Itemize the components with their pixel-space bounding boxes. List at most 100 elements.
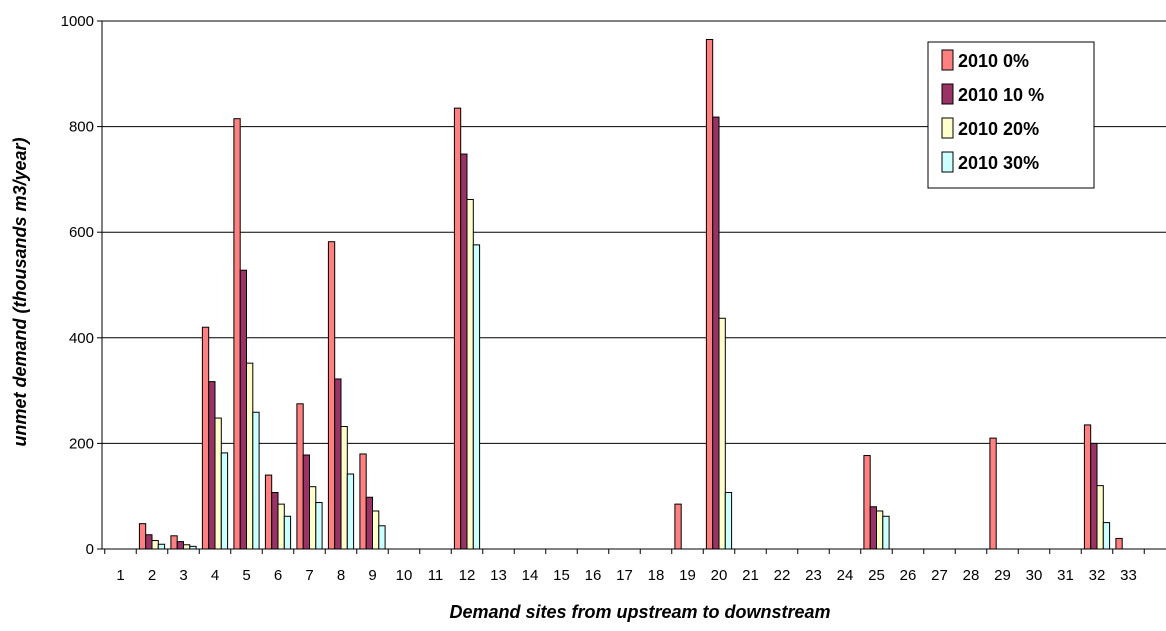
bar [233,118,241,550]
bar [214,417,222,550]
bar [296,403,304,550]
x-tick-label: 14 [522,567,539,584]
x-tick-label: 10 [396,567,413,584]
bar [876,510,884,550]
y-tick-label: 400 [69,330,94,347]
legend-label: 2010 20% [958,119,1039,139]
bar [327,241,336,550]
x-tick-label: 3 [179,567,187,584]
y-axis-title: unmet demand (thousands m3/year) [10,137,30,446]
x-tick-label: 15 [553,567,570,584]
x-tick-label: 8 [337,567,345,584]
x-tick-label: 29 [994,567,1011,584]
bar [674,503,682,550]
x-tick-label: 31 [1057,567,1074,584]
bar [453,107,462,550]
bar [1090,442,1098,550]
x-tick-labels: 1 2 3 4 5 6 7 8 9 10 11 12 13 14 15 16 17 18 19 20 21 22 23 24 2… [116,567,1137,584]
x-tick-label: 13 [490,567,507,584]
bar [1115,537,1123,550]
bar [145,534,153,550]
legend: 2010 0% 2010 10 % 2010 20% 2010 30% [927,41,1095,189]
bar [138,523,147,550]
x-tick-label: 21 [742,567,759,584]
bar [1083,424,1092,550]
bar [151,540,159,550]
bar [201,326,210,550]
x-tick-label: 22 [774,567,791,584]
x-tick-label: 20 [711,567,728,584]
gridlines [97,20,1166,550]
legend-swatch [941,83,954,105]
bar [252,411,260,550]
bar [170,535,178,550]
legend-items: 2010 0% 2010 10 % 2010 20% 2010 30% [941,49,1044,173]
bar [277,503,285,550]
x-tick-label: 6 [274,567,282,584]
y-tick-label: 200 [69,435,94,452]
x-tick-label: 16 [585,567,602,584]
legend-box [927,41,1095,189]
x-tick-label: 30 [1026,567,1043,584]
legend-swatch [941,151,954,173]
y-tick-label: 0 [86,541,94,558]
x-tick-label: 5 [242,567,250,584]
x-tick-label: 33 [1120,567,1137,584]
bar [472,244,481,550]
bar [705,38,714,550]
x-axis-title: Demand sites from upstream to downstream [449,602,830,622]
x-tick-label: 32 [1089,567,1106,584]
x-tick-label: 25 [868,567,885,584]
bar [239,269,247,550]
bar [712,116,720,550]
bar [460,153,468,550]
bar [365,496,374,550]
bar [315,502,323,550]
x-tick-label: 28 [963,567,980,584]
legend-label: 2010 30% [958,153,1039,173]
bar [334,378,342,550]
x-tick-label: 9 [368,567,376,584]
bar [246,362,254,550]
bar [466,198,474,550]
bar [302,454,311,550]
bar [718,317,726,550]
bar [359,453,367,550]
bar [372,510,380,550]
y-tick-label: 800 [69,119,94,136]
bar [1102,522,1111,550]
x-tick-label: 26 [900,567,917,584]
x-tick-label: 1 [116,567,124,584]
legend-label: 2010 0% [958,51,1029,71]
x-tick-label: 7 [305,567,313,584]
x-tick-label: 17 [616,567,633,584]
bar [271,492,279,550]
x-tick-label: 24 [837,567,854,584]
bar [220,452,229,550]
bars [138,38,1123,550]
bar [724,492,733,550]
bar [346,473,355,550]
bar [208,381,216,550]
bar [1096,485,1104,550]
bar [309,486,317,550]
x-tick-label: 18 [648,567,665,584]
bar [264,474,273,550]
bar [882,515,890,550]
bar [340,426,348,550]
bar [183,544,191,550]
bar [283,515,292,550]
legend-label: 2010 10 % [958,85,1044,105]
x-tick-label: 4 [211,567,219,584]
bar [989,437,997,550]
y-tick-label: 1000 [61,13,94,30]
x-tick-label: 23 [805,567,822,584]
bar [869,506,878,550]
bar [378,525,386,550]
x-tick-label: 12 [459,567,476,584]
legend-swatch [941,117,954,139]
bar [157,543,166,550]
bar [176,541,184,550]
axes [101,21,1166,554]
